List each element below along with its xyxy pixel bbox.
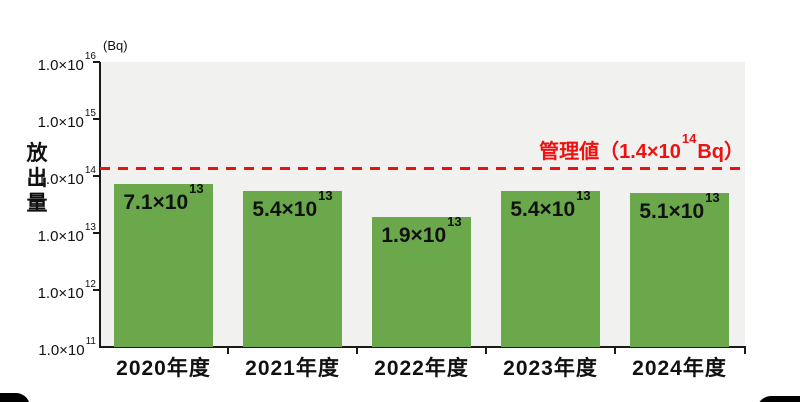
x-tick-mark bbox=[356, 348, 358, 354]
y-axis-title: 放出量 bbox=[26, 142, 48, 215]
y-tick-label: 1.0×1013 bbox=[37, 222, 96, 245]
y-tick-label: 1.0×1011 bbox=[38, 336, 96, 359]
x-tick-label-2020: 2020年度 bbox=[116, 357, 211, 380]
x-tick-label-2022: 2022年度 bbox=[374, 357, 469, 380]
x-tick-label-2021: 2021年度 bbox=[245, 357, 340, 380]
y-tick-label: 1.0×1016 bbox=[37, 51, 96, 74]
bar-2021: 5.4×1013 bbox=[243, 188, 342, 347]
y-tick-mark bbox=[93, 61, 100, 63]
bar-2023: 5.4×1013 bbox=[501, 188, 600, 347]
y-tick-mark bbox=[93, 232, 100, 234]
limit-value-label: 管理値（1.4×1014Bq） bbox=[539, 131, 744, 163]
bar-value-label: 1.9×1013 bbox=[381, 214, 462, 247]
y-axis-unit-label: (Bq) bbox=[103, 38, 128, 53]
y-tick-label: 1.0×1012 bbox=[37, 279, 96, 302]
bar-2022: 1.9×1013 bbox=[372, 214, 471, 347]
bar-2020: 7.1×1013 bbox=[114, 181, 213, 347]
x-tick-mark bbox=[744, 348, 746, 354]
y-tick-mark bbox=[93, 289, 100, 291]
y-tick-label: 1.0×1015 bbox=[37, 108, 96, 131]
y-axis-line bbox=[99, 62, 101, 348]
bar-value-label: 7.1×1013 bbox=[123, 181, 204, 214]
bar-value-label: 5.1×1013 bbox=[639, 190, 720, 223]
bar-value-label: 5.4×1013 bbox=[510, 188, 591, 221]
limit-dashed-line bbox=[100, 167, 741, 170]
x-tick-mark bbox=[614, 348, 616, 354]
x-tick-label-2024: 2024年度 bbox=[632, 357, 727, 380]
y-tick-label: 1.0×1014 bbox=[37, 165, 96, 188]
bar-value-label: 5.4×1013 bbox=[252, 188, 333, 221]
x-tick-mark bbox=[227, 348, 229, 354]
cropped-corner-shape-right bbox=[757, 396, 800, 402]
x-tick-label-2023: 2023年度 bbox=[503, 357, 598, 380]
x-tick-mark bbox=[485, 348, 487, 354]
y-tick-mark bbox=[93, 175, 100, 177]
y-tick-mark bbox=[93, 118, 100, 120]
cropped-corner-shape-left bbox=[0, 393, 30, 402]
bar-2024: 5.1×1013 bbox=[630, 190, 729, 347]
x-axis-line bbox=[99, 346, 746, 348]
